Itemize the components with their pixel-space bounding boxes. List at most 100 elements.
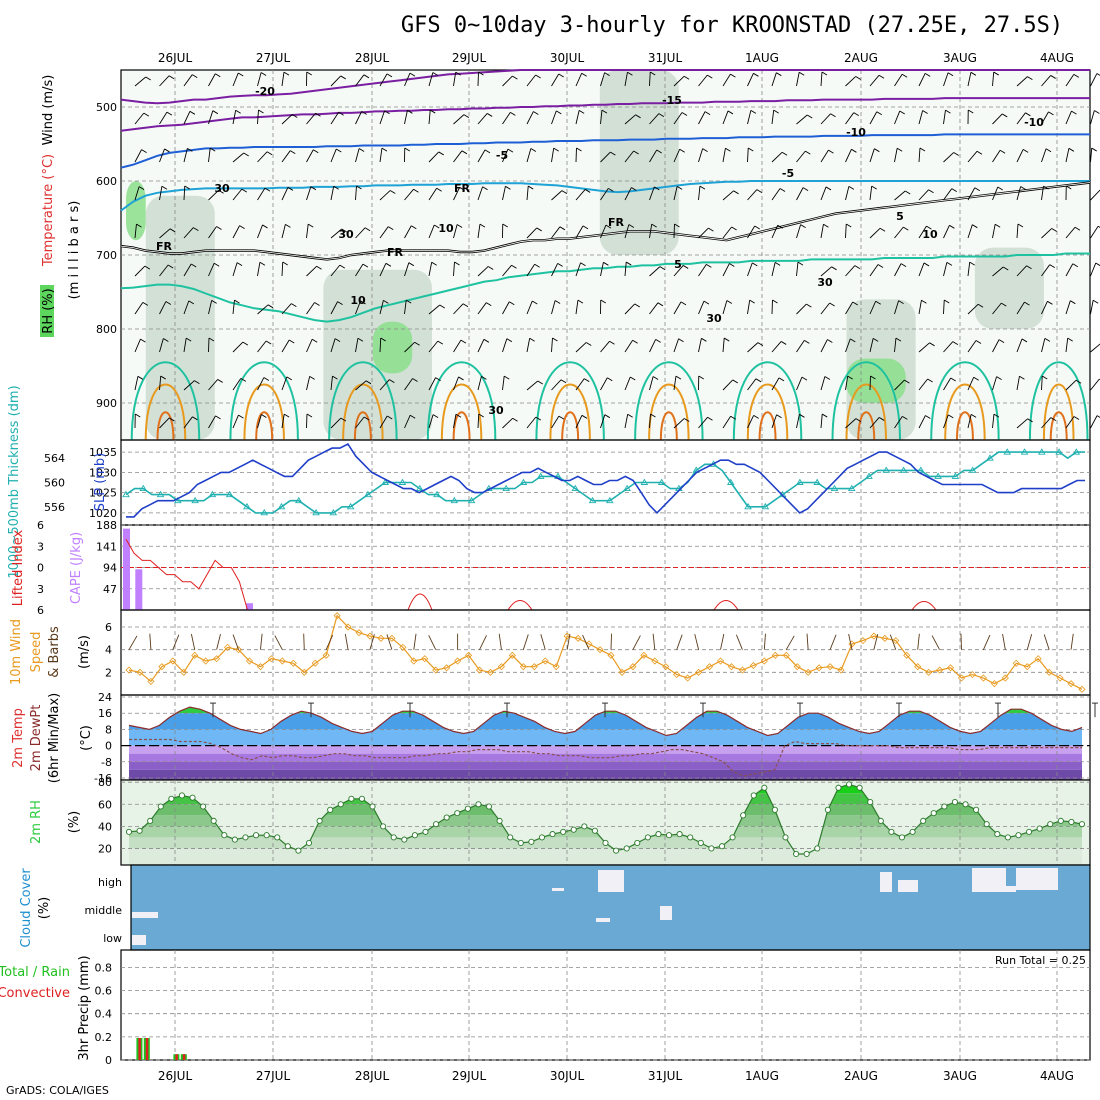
wind-barb-flag [800, 224, 806, 228]
wind-barb [820, 72, 823, 87]
cloud-gap [132, 912, 158, 918]
isotherm-arch [353, 411, 372, 441]
wind-barb-flag [683, 75, 690, 80]
wind-barb-flag [628, 224, 635, 228]
rh-marker [697, 839, 704, 846]
isotherm-arch [648, 383, 690, 441]
thickness-marker [277, 502, 286, 510]
wind-barb-flag [753, 415, 759, 419]
wind-barb-flag [481, 376, 487, 380]
wind-barb-flag [576, 147, 582, 152]
wind-barb [1065, 300, 1071, 315]
wind-speed-marker [300, 668, 308, 676]
wind-barb [134, 376, 139, 391]
wind-barb [404, 188, 414, 201]
isotherm-arch [243, 383, 285, 441]
wind-barb-10m [190, 633, 196, 650]
rh-marker [877, 817, 884, 824]
thickness-marker [294, 496, 303, 504]
wind-speed-marker [749, 661, 757, 670]
rh-shading [974, 247, 1044, 329]
wind-barb [943, 225, 950, 239]
wind-barb [649, 339, 657, 353]
wind-barb [918, 225, 927, 239]
wind-barb [992, 150, 1001, 163]
rh-marker [1004, 834, 1011, 841]
wind-barb [404, 341, 415, 353]
isotherm-arch [758, 411, 777, 441]
wind-barb [379, 190, 391, 201]
wind-barb-10m [806, 633, 809, 650]
wind-barb-flag [904, 190, 911, 195]
wind-barb [992, 186, 999, 201]
wind-barb-flag [267, 304, 274, 309]
wind-barb [624, 224, 630, 239]
wind-barb [943, 262, 948, 277]
wind-barb-flag [236, 262, 243, 266]
precip-panel: 0 0.2 0.4 0.6 0.8 Run Total = 0.25 Total / Rai… [0, 949, 1091, 1067]
wind-barb-flag [507, 148, 514, 153]
wind-barb-flag [1047, 300, 1053, 305]
cloud-gap [598, 870, 624, 892]
wind-barb [477, 224, 481, 239]
rh-marker [644, 834, 651, 841]
thickness-marker [122, 490, 130, 498]
wind-barb-10m [652, 633, 656, 650]
wind-barb-flag [1066, 185, 1072, 190]
wind-barb [894, 416, 903, 429]
thickness-marker [364, 490, 372, 498]
cape-bar [135, 569, 143, 610]
wind-barb-flag [681, 112, 688, 116]
wind-barb-flag [830, 113, 836, 118]
temperature-tick: 0 [105, 740, 112, 753]
wind-barb-flag [409, 72, 416, 77]
wind-barb [477, 186, 483, 201]
wind-barb [281, 261, 284, 277]
wind-barb-flag [773, 109, 779, 114]
wind-barb-flag [334, 338, 341, 342]
wind-barb [992, 72, 995, 87]
wind-barb-flag [828, 149, 834, 154]
wind-barb [1016, 338, 1023, 353]
rh-marker [708, 845, 715, 852]
wind-barb [624, 150, 634, 163]
wind-barb-10m [763, 633, 766, 650]
wind-barb-flag [1050, 417, 1057, 421]
wind-barb-flag [924, 73, 931, 77]
wind-barb-flag [309, 375, 315, 380]
wind-barb-flag [921, 299, 927, 304]
wind-barb [208, 226, 217, 239]
thickness-marker [606, 496, 614, 504]
wind-barb [673, 265, 684, 277]
wind-barb [624, 414, 629, 429]
chart-title: GFS 0~10day 3-hourly for KROONSTAD (27.2… [401, 13, 1063, 38]
wind-barb-10m [829, 634, 837, 650]
pressure-tick: 500 [96, 101, 117, 114]
isotherm-line [120, 69, 1090, 105]
bottom-date-label: 27JUL [256, 1069, 291, 1083]
wind-barb-flag [389, 379, 395, 383]
wind-barb-flag [821, 413, 828, 418]
wind-barb-flag [357, 337, 364, 342]
wind-barb [600, 262, 604, 277]
cape-bar [123, 528, 130, 610]
contour-label: 5 [674, 258, 682, 271]
wind-barb [502, 112, 511, 125]
contour-label: FR [608, 216, 625, 229]
wind-barb-flag [234, 299, 240, 304]
rh-marker [898, 834, 906, 841]
wind-barb [918, 110, 924, 125]
contour-label: -20 [255, 85, 275, 98]
wind-barb-10m [1070, 633, 1074, 650]
wind-barb-flag [432, 414, 439, 418]
wind-barb-flag [306, 413, 313, 418]
wind-barb [306, 224, 309, 239]
isotherm-arch [342, 383, 384, 441]
wind-barb [502, 338, 508, 353]
wind-barb-flag [313, 149, 319, 154]
wind-barb-flag [238, 72, 244, 77]
wind-barb [575, 378, 585, 391]
thickness-tick: 560 [44, 477, 65, 490]
wind-barb-flag [777, 224, 783, 229]
cloud-gap [992, 886, 1016, 892]
